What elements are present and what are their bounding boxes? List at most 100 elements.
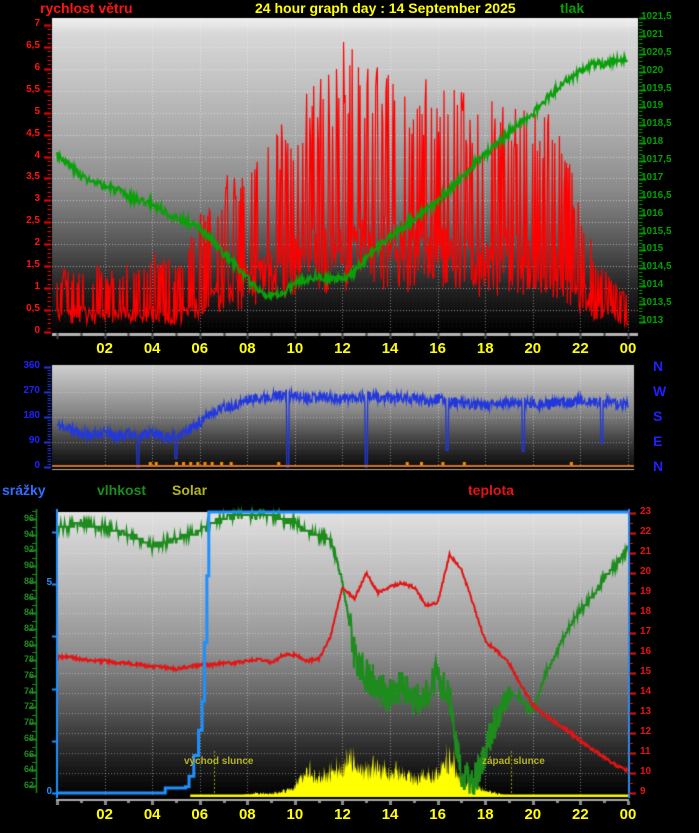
- pressure-tick-label: 1014,5: [641, 261, 672, 273]
- x-hour-label: 14: [381, 806, 399, 823]
- pressure-tick-label: 1016: [641, 207, 664, 219]
- temperature-tick-label: 20: [640, 566, 652, 577]
- pressure-tick-label: 1015,5: [641, 225, 672, 237]
- x-hour-label: 16: [429, 340, 446, 357]
- x-hour-label: 00: [619, 340, 637, 357]
- page-title: 24 hour graph day : 14 September 2025: [255, 0, 516, 16]
- wind-speed-tick-label: 0,5: [26, 303, 40, 315]
- pressure-tick-label: 1018: [641, 136, 664, 148]
- humidity-tick-label: 94: [23, 528, 34, 539]
- direction-tick-label: 0: [34, 460, 40, 471]
- x-hour-label: 10: [286, 340, 304, 357]
- wind-speed-tick-label: 7: [34, 17, 40, 29]
- wind-speed-tick-label: 4,5: [26, 127, 40, 139]
- pressure-tick-label: 1017: [641, 171, 664, 183]
- humidity-solar-temperature-chart: [0, 505, 699, 805]
- wind-speed-tick-label: 4: [34, 149, 40, 161]
- temperature-tick-label: 19: [640, 586, 652, 597]
- compass-label: W: [653, 383, 667, 399]
- temperature-tick-label: 15: [640, 666, 652, 677]
- x-hour-label: 10: [286, 806, 304, 823]
- compass-label: N: [653, 358, 664, 374]
- x-hour-label: 02: [96, 806, 113, 823]
- temperature-tick-label: 13: [640, 706, 652, 717]
- pressure-tick-label: 1018,5: [641, 118, 672, 130]
- humidity-tick-label: 62: [23, 779, 34, 790]
- compass-label: E: [653, 433, 663, 449]
- humidity-tick-label: 66: [23, 748, 34, 759]
- x-hour-label: 12: [334, 340, 351, 357]
- x-hour-label: 20: [524, 806, 542, 823]
- wind-speed-tick-label: 6,5: [26, 39, 40, 51]
- temperature-tick-label: 23: [640, 506, 652, 517]
- direction-tick-label: 360: [23, 360, 40, 371]
- temperature-tick-label: 10: [640, 766, 652, 777]
- pressure-tick-label: 1013,5: [641, 297, 672, 309]
- wind-speed-tick-label: 6: [34, 61, 40, 73]
- humidity-tick-label: 82: [23, 622, 34, 633]
- compass-label: N: [653, 458, 664, 474]
- humidity-tick-label: 96: [23, 513, 34, 523]
- direction-tick-label: 90: [28, 435, 40, 446]
- pressure-tick-label: 1013: [641, 315, 664, 326]
- x-hour-label: 00: [619, 806, 637, 823]
- humidity-legend-label: vlhkost: [97, 482, 147, 498]
- temperature-tick-label: 18: [640, 606, 652, 617]
- temperature-tick-label: 16: [640, 646, 652, 657]
- humidity-tick-label: 68: [23, 732, 34, 743]
- humidity-tick-label: 72: [23, 701, 34, 712]
- temperature-tick-label: 17: [640, 626, 652, 637]
- humidity-tick-label: 76: [23, 670, 34, 680]
- sunset-label: západ slunce: [482, 756, 545, 767]
- humidity-tick-label: 92: [23, 544, 34, 555]
- humidity-tick-label: 64: [23, 764, 34, 775]
- humidity-tick-label: 86: [23, 591, 34, 602]
- pressure-tick-label: 1019,5: [641, 82, 672, 94]
- humidity-tick-label: 74: [23, 685, 34, 696]
- humidity-tick-label: 88: [23, 575, 34, 586]
- x-hour-label: 08: [238, 340, 256, 357]
- wind-speed-tick-label: 1,5: [26, 259, 40, 271]
- x-hour-label: 12: [334, 806, 351, 823]
- wind-speed-tick-label: 1: [34, 281, 40, 293]
- pressure-tick-label: 1020: [641, 64, 664, 76]
- direction-tick-label: 180: [23, 410, 40, 421]
- x-hour-label: 06: [191, 340, 209, 357]
- pressure-tick-label: 1015: [641, 243, 664, 255]
- x-hour-label: 14: [381, 340, 399, 357]
- wind-speed-tick-label: 5: [34, 105, 40, 117]
- pressure-tick-label: 1019: [641, 100, 664, 112]
- wind-pressure-chart: [0, 14, 699, 340]
- wind-speed-tick-label: 2,5: [26, 215, 40, 227]
- solar-legend-label: Solar: [172, 482, 208, 498]
- pressure-tick-label: 1021: [641, 28, 664, 40]
- x-hour-label: 04: [143, 806, 161, 823]
- temperature-tick-label: 22: [640, 526, 652, 537]
- pressure-legend-label: tlak: [560, 0, 585, 16]
- wind-speed-tick-label: 5,5: [26, 83, 40, 95]
- wind-speed-legend-label: rychlost větru: [40, 0, 133, 16]
- x-hour-label: 06: [191, 806, 209, 823]
- wind-direction-chart: [0, 362, 699, 472]
- pressure-tick-label: 1016,5: [641, 189, 672, 201]
- temperature-tick-label: 21: [640, 546, 652, 557]
- wind-speed-tick-label: 2: [34, 237, 40, 249]
- rain-tick-label: 0: [46, 786, 52, 797]
- x-hour-label: 22: [572, 340, 589, 357]
- x-hour-label: 18: [476, 806, 494, 823]
- x-hour-label: 16: [429, 806, 446, 823]
- temperature-tick-label: 12: [640, 726, 652, 737]
- sunrise-label: východ slunce: [184, 756, 254, 767]
- x-hour-label: 18: [476, 340, 494, 357]
- x-hour-label: 08: [238, 806, 256, 823]
- wind-speed-tick-label: 0: [34, 325, 40, 336]
- rain-tick-label: 5: [46, 577, 52, 588]
- wind-speed-tick-label: 3: [34, 193, 40, 205]
- x-hour-label: 02: [96, 340, 113, 357]
- humidity-tick-label: 70: [23, 717, 34, 728]
- temperature-tick-label: 9: [640, 786, 646, 797]
- temperature-legend-label: teplota: [468, 482, 514, 498]
- pressure-tick-label: 1021,5: [641, 11, 672, 23]
- rain-legend-label: srážky: [2, 482, 46, 498]
